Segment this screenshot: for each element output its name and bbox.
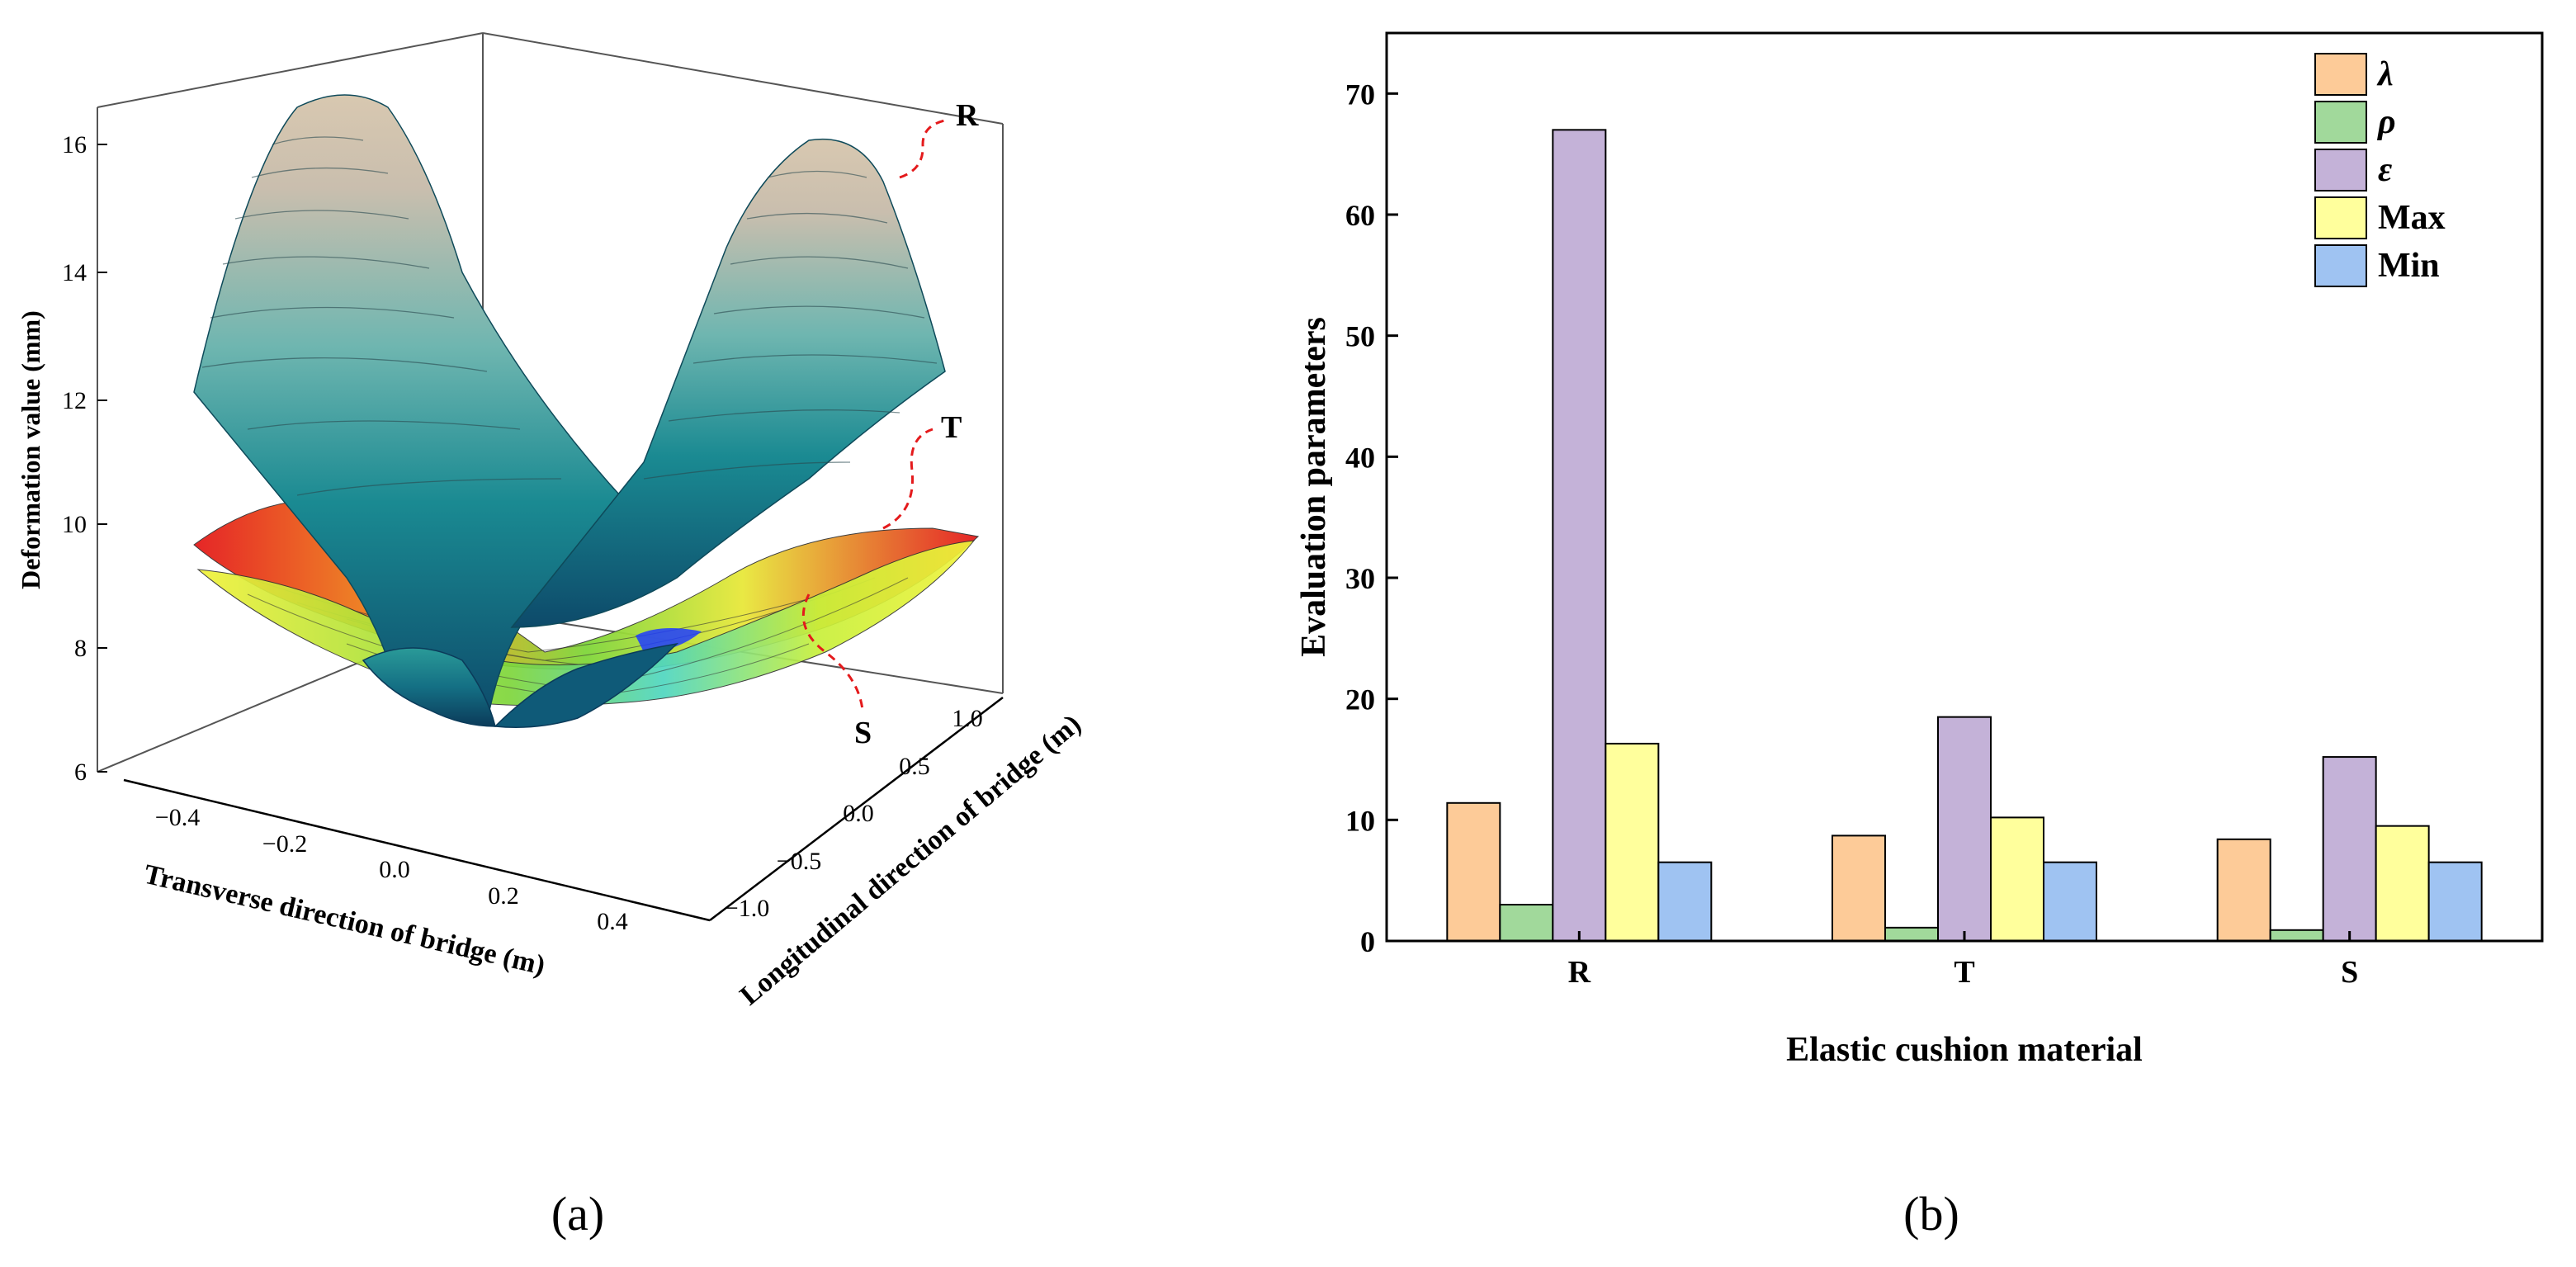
y-tick-label: 10: [1345, 804, 1375, 837]
y-tick-label: −0.5: [777, 848, 821, 875]
legend-label-Min: Min: [2378, 247, 2440, 285]
x-tick-label: S: [2341, 955, 2358, 990]
bar-ε-R: [1552, 129, 1607, 943]
bar-Min-R: [1657, 861, 1713, 942]
x-tick-label: 0.2: [488, 882, 519, 910]
bar-λ-T: [1832, 834, 1886, 943]
y-tick-label: 0: [1360, 925, 1375, 958]
y-tick-label: 30: [1345, 562, 1375, 595]
legend-swatch-ρ: [2314, 101, 2367, 144]
panel-b-bar-chart: 0 10 20 30 40 50 60 70 R T S Evaluation parameters…: [1288, 0, 2576, 1267]
label-s: S: [854, 716, 872, 750]
bar-λ-R: [1446, 801, 1501, 942]
y-axis: −1.0 −0.5 0.0 0.5 1.0 Longitudinal direc…: [725, 705, 1087, 1011]
x-tick-label: 0.4: [597, 908, 628, 935]
bar-ρ-S: [2269, 929, 2324, 943]
panel-a-surface-plot: 6 8 10 12 14 16 Deformation value (mm) −…: [16, 32, 1087, 1241]
x-tick-label: T: [1954, 955, 1974, 990]
legend-label-Max: Max: [2378, 199, 2446, 237]
bar-Max-S: [2375, 825, 2430, 943]
bar-ρ-T: [1884, 926, 1939, 943]
floor-axes: [123, 697, 1004, 922]
bar-ρ-R: [1499, 904, 1554, 942]
legend-label-λ: λ: [2376, 55, 2394, 93]
legend-swatch-Max: [2314, 196, 2367, 239]
bar-chart-svg: 0 10 20 30 40 50 60 70 R T S Evaluation parameters…: [1295, 31, 2544, 1241]
legend-swatch-ε: [2314, 149, 2367, 191]
x-tick-label: −0.2: [262, 830, 307, 858]
legend-swatch-λ: [2314, 53, 2367, 96]
label-r: R: [956, 98, 979, 133]
z-tick-label: 8: [74, 635, 87, 662]
y-tick-label: 70: [1345, 78, 1375, 111]
x-axis: −0.4 −0.2 0.0 0.2 0.4 Transverse directi…: [141, 804, 628, 981]
y-tick-label: 40: [1345, 441, 1375, 474]
y-tick-label: 60: [1345, 199, 1375, 232]
x-tick-label: 0.0: [379, 856, 410, 883]
y-tick-label: 50: [1345, 320, 1375, 353]
y-tick-label: 1.0: [952, 705, 983, 732]
y-tick-label: −1.0: [725, 895, 769, 922]
z-axis: 6 8 10 12 14 16 Deformation value (mm): [16, 131, 107, 786]
z-tick-label: 10: [62, 511, 87, 538]
x-tick-label: −0.4: [155, 804, 200, 831]
bar-Max-R: [1605, 742, 1660, 943]
legend-label-ε: ε: [2378, 151, 2392, 189]
caption-b: (b): [1903, 1187, 1959, 1241]
z-tick-label: 6: [74, 759, 87, 786]
x-axis-label: Transverse direction of bridge (m): [141, 859, 548, 981]
bar-Min-T: [2043, 861, 2097, 942]
legend-label-ρ: ρ: [2376, 103, 2396, 141]
bar-ε-T: [1937, 716, 1992, 943]
bar-Min-S: [2427, 861, 2483, 942]
label-t: T: [941, 410, 962, 445]
z-tick-label: 14: [62, 259, 87, 286]
y-axis-label: Evaluation parameters: [1295, 317, 1333, 657]
y-tick-label: 0.5: [899, 753, 930, 780]
bar-λ-S: [2216, 838, 2271, 942]
z-tick-label: 16: [62, 131, 87, 158]
legend-swatch-Min: [2314, 244, 2367, 287]
x-axis-label: Elastic cushion material: [1786, 1031, 2143, 1069]
surface-labels: R T S: [801, 98, 979, 750]
x-tick-label: R: [1568, 955, 1591, 990]
bar-ε-S: [2322, 756, 2377, 942]
legend: λρε Max Min: [2314, 53, 2446, 287]
z-axis-label: Deformation value (mm): [16, 310, 45, 589]
surface-r: [193, 94, 946, 728]
y-tick-label: 20: [1345, 683, 1375, 716]
surface-plot-svg: 6 8 10 12 14 16 Deformation value (mm) −…: [16, 32, 1087, 1241]
z-tick-label: 12: [62, 387, 87, 414]
y-tick-label: 0.0: [843, 800, 874, 827]
bar-Max-T: [1990, 816, 2044, 943]
caption-a: (a): [551, 1187, 604, 1241]
